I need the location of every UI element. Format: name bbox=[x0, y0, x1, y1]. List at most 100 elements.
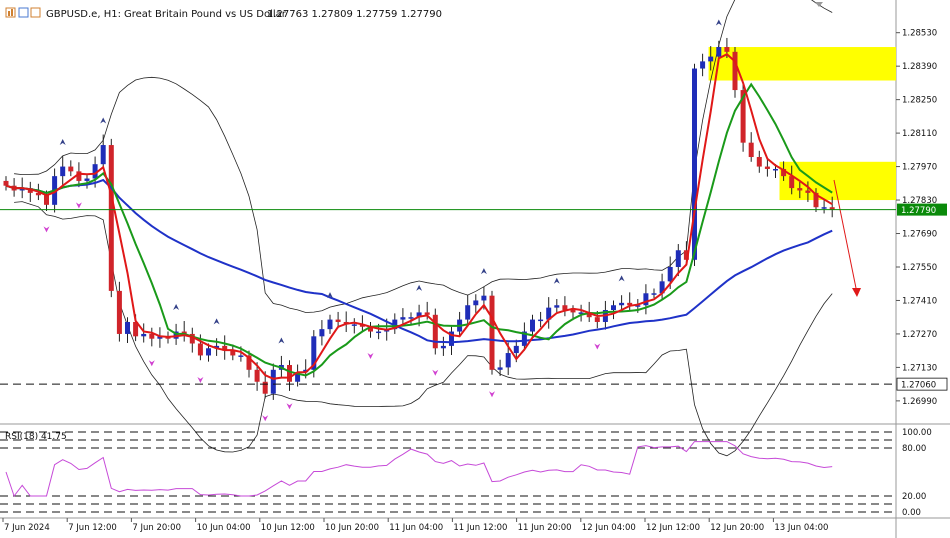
candle[interactable] bbox=[521, 331, 527, 346]
candle[interactable] bbox=[449, 331, 454, 346]
candle[interactable] bbox=[773, 168, 778, 171]
candle[interactable] bbox=[400, 317, 406, 320]
candle[interactable] bbox=[149, 333, 155, 339]
candle[interactable] bbox=[3, 180, 9, 186]
candle[interactable] bbox=[181, 331, 187, 334]
candle[interactable] bbox=[716, 47, 722, 57]
candle[interactable] bbox=[246, 355, 252, 370]
candle[interactable] bbox=[84, 178, 90, 181]
candle[interactable] bbox=[262, 381, 268, 394]
candle[interactable] bbox=[270, 369, 276, 394]
candle[interactable] bbox=[530, 319, 535, 332]
chart-shift-icon[interactable] bbox=[815, 2, 823, 7]
candle[interactable] bbox=[667, 266, 673, 282]
candle[interactable] bbox=[416, 312, 422, 318]
candle[interactable] bbox=[440, 345, 446, 349]
candle[interactable] bbox=[700, 61, 706, 69]
candle[interactable] bbox=[214, 345, 220, 349]
candle[interactable] bbox=[295, 372, 301, 382]
current-price-label: 1.27790 bbox=[901, 206, 936, 216]
candle[interactable] bbox=[489, 295, 495, 370]
candle[interactable] bbox=[157, 336, 163, 339]
candle[interactable] bbox=[619, 302, 625, 306]
candle[interactable] bbox=[116, 290, 122, 334]
candle[interactable] bbox=[538, 319, 544, 322]
candle[interactable] bbox=[651, 293, 657, 295]
rsi-pane[interactable] bbox=[0, 427, 896, 517]
candle[interactable] bbox=[108, 145, 114, 291]
candle[interactable] bbox=[44, 195, 49, 205]
candle[interactable] bbox=[740, 90, 746, 143]
candle[interactable] bbox=[635, 305, 641, 307]
candle[interactable] bbox=[141, 333, 147, 337]
candle[interactable] bbox=[424, 312, 430, 315]
candle[interactable] bbox=[594, 317, 600, 322]
supply-zone[interactable] bbox=[779, 161, 897, 201]
candle[interactable] bbox=[797, 188, 803, 191]
candle[interactable] bbox=[821, 207, 827, 209]
candle[interactable] bbox=[513, 345, 519, 354]
candle[interactable] bbox=[27, 188, 33, 193]
candle[interactable] bbox=[497, 367, 503, 370]
candle[interactable] bbox=[683, 250, 689, 260]
candle[interactable] bbox=[789, 176, 795, 189]
candle[interactable] bbox=[197, 343, 203, 356]
candle[interactable] bbox=[408, 317, 414, 319]
candle[interactable] bbox=[238, 355, 244, 357]
candle[interactable] bbox=[643, 293, 649, 306]
candle[interactable] bbox=[173, 331, 179, 339]
candle[interactable] bbox=[189, 333, 195, 344]
candle[interactable] bbox=[133, 321, 139, 337]
candle[interactable] bbox=[611, 305, 616, 311]
candle[interactable] bbox=[813, 192, 819, 208]
candle[interactable] bbox=[76, 171, 82, 181]
candle[interactable] bbox=[125, 321, 130, 334]
candle[interactable] bbox=[368, 326, 373, 332]
candle[interactable] bbox=[756, 157, 762, 167]
candle[interactable] bbox=[586, 312, 592, 318]
candle[interactable] bbox=[473, 300, 479, 306]
candle[interactable] bbox=[562, 305, 568, 311]
candle[interactable] bbox=[222, 345, 228, 351]
candle[interactable] bbox=[675, 250, 681, 267]
candle[interactable] bbox=[546, 307, 552, 320]
candle[interactable] bbox=[781, 168, 787, 177]
candle[interactable] bbox=[732, 51, 738, 91]
candle[interactable] bbox=[376, 331, 382, 334]
candle[interactable] bbox=[724, 47, 730, 52]
candle[interactable] bbox=[554, 305, 560, 308]
candle[interactable] bbox=[481, 295, 487, 301]
candle[interactable] bbox=[335, 319, 341, 322]
candle[interactable] bbox=[60, 166, 66, 177]
candle[interactable] bbox=[254, 369, 260, 382]
candle[interactable] bbox=[287, 365, 292, 382]
candle[interactable] bbox=[708, 56, 714, 62]
candle[interactable] bbox=[627, 302, 633, 306]
candle[interactable] bbox=[805, 190, 811, 193]
candle[interactable] bbox=[432, 314, 438, 349]
candle[interactable] bbox=[68, 166, 74, 172]
candle[interactable] bbox=[505, 353, 511, 368]
candle[interactable] bbox=[359, 324, 365, 327]
candle[interactable] bbox=[578, 312, 584, 314]
candle[interactable] bbox=[764, 166, 770, 169]
candle[interactable] bbox=[19, 188, 25, 191]
candle[interactable] bbox=[311, 336, 317, 370]
candle[interactable] bbox=[351, 324, 357, 326]
candle[interactable] bbox=[100, 145, 106, 165]
candle[interactable] bbox=[230, 350, 236, 356]
candle[interactable] bbox=[659, 281, 665, 294]
candle[interactable] bbox=[319, 329, 325, 337]
candle[interactable] bbox=[327, 319, 333, 330]
candle[interactable] bbox=[829, 207, 835, 210]
candle[interactable] bbox=[748, 142, 754, 158]
candle[interactable] bbox=[92, 164, 98, 179]
candle[interactable] bbox=[692, 68, 697, 260]
candle[interactable] bbox=[465, 305, 471, 320]
candle[interactable] bbox=[206, 348, 211, 356]
candle[interactable] bbox=[570, 310, 576, 313]
projection-arrow[interactable] bbox=[833, 179, 858, 294]
candle[interactable] bbox=[35, 192, 41, 196]
